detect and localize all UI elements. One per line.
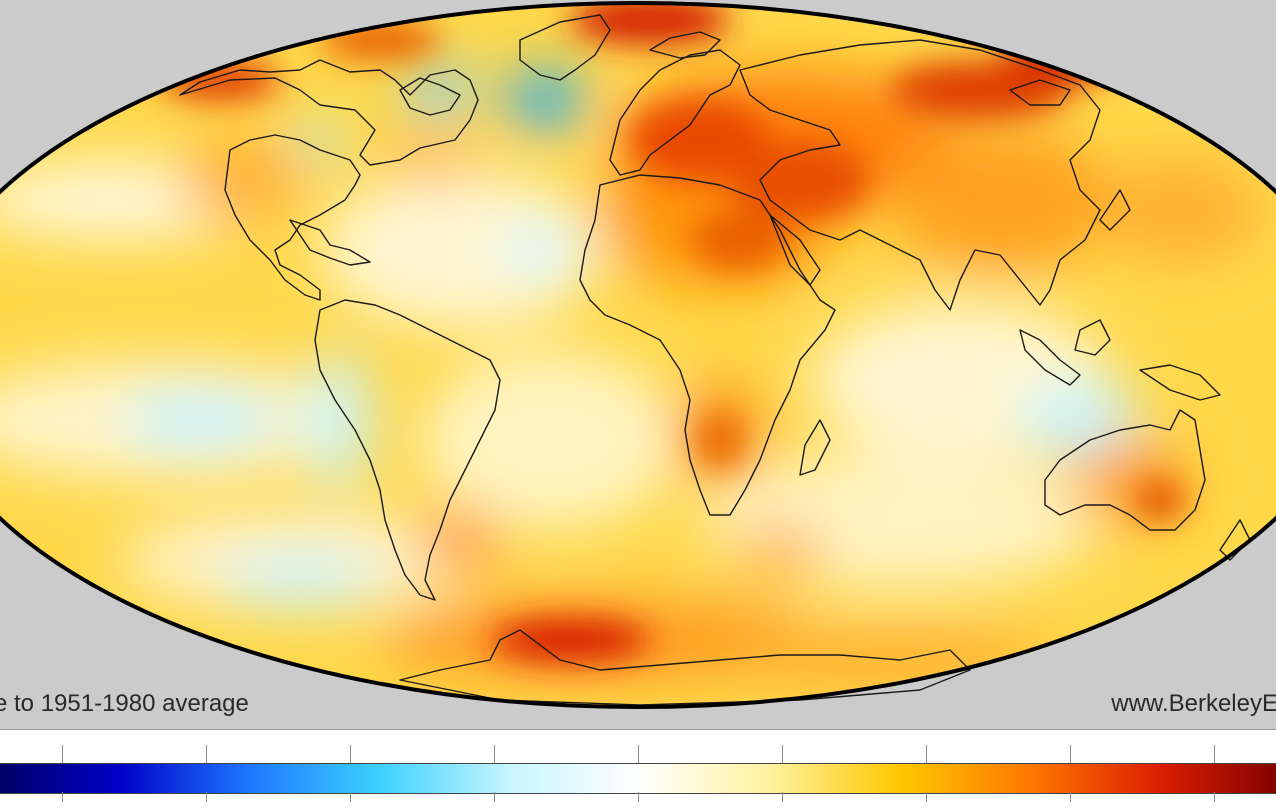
colorbar-tick [206, 792, 207, 802]
colorbar-tick [782, 792, 783, 802]
colorbar-gradient [0, 763, 1276, 794]
world-anomaly-map [0, 1, 1276, 709]
map-caption-source-url: www.BerkeleyE [1111, 690, 1276, 717]
coastlines [179, 14, 1251, 706]
colorbar-tick [206, 745, 207, 763]
colorbar-tick [1214, 745, 1215, 763]
colorbar-tick [62, 745, 63, 763]
colorbar-tick [1070, 745, 1071, 763]
colorbar-tick [494, 792, 495, 802]
colorbar-tick [638, 792, 639, 802]
colorbar-tick [926, 745, 927, 763]
colorbar-tick [926, 792, 927, 802]
colorbar-tick [1214, 792, 1215, 802]
colorbar-tick [782, 745, 783, 763]
anomaly-field [0, 3, 1276, 707]
colorbar-tick [638, 745, 639, 763]
globe-outline [0, 1, 1276, 709]
colorbar-tick [62, 792, 63, 802]
map-caption-baseline: e to 1951-1980 average [0, 690, 249, 717]
colorbar-tick [494, 745, 495, 763]
colorbar-tick [1070, 792, 1071, 802]
colorbar-legend [0, 729, 1276, 810]
colorbar-tick [350, 745, 351, 763]
colorbar-tick [350, 792, 351, 802]
